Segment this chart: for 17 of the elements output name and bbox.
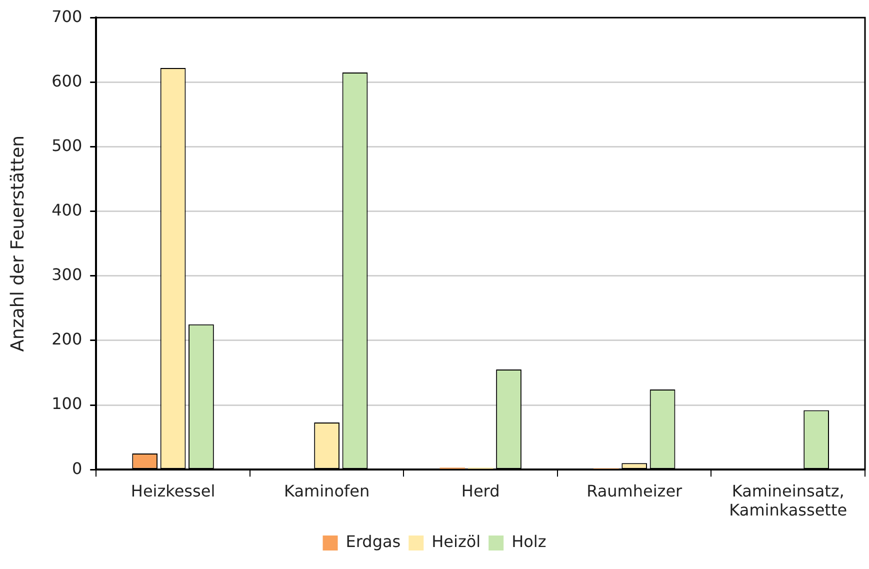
legend-label: Holz	[512, 532, 546, 552]
legend-label: Erdgas	[346, 532, 401, 552]
y-axis-title: Anzahl der Feuerstätten	[7, 135, 28, 352]
x-tick-label: Raumheizer	[586, 481, 683, 500]
x-tick-label: Kaminofen	[284, 481, 370, 500]
y-tick-label: 700	[52, 6, 82, 26]
y-tick-label: 200	[52, 330, 82, 349]
legend-label: Heizöl	[432, 532, 481, 552]
y-tick-label: 100	[52, 394, 82, 414]
x-tick-label: Herd	[461, 481, 500, 500]
y-tick-label: 0	[72, 458, 82, 478]
y-tick-label: 600	[52, 71, 82, 90]
y-tick-label: 500	[52, 136, 82, 155]
x-tick-label: Kamineinsatz, Kaminkassette	[729, 481, 848, 520]
y-tick-label: 300	[52, 265, 82, 284]
y-tick-label: 400	[52, 200, 82, 220]
x-tick-label: Heizkessel	[130, 481, 216, 500]
